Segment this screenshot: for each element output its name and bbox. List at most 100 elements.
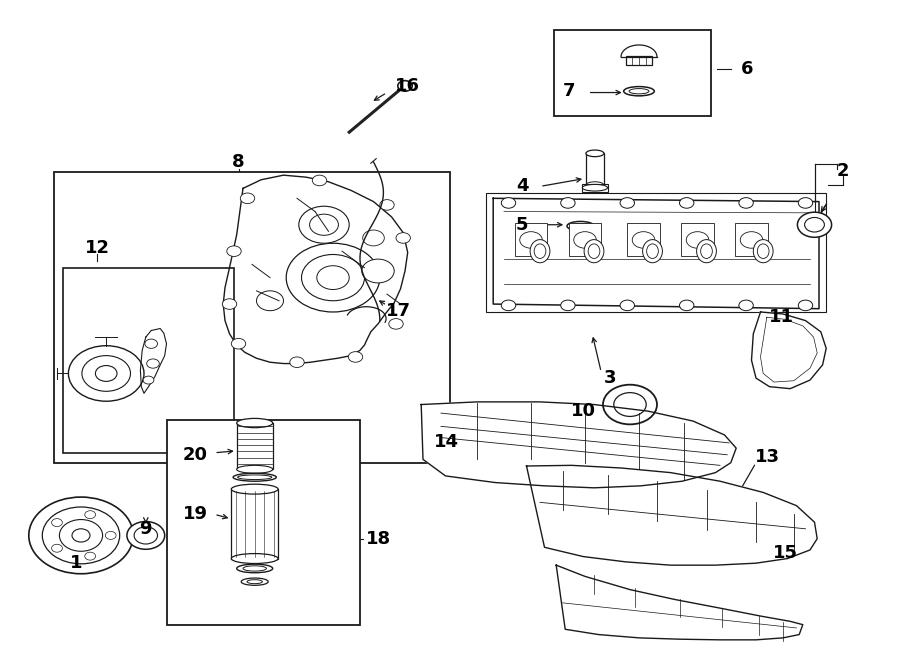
Circle shape	[398, 81, 412, 91]
Circle shape	[134, 527, 158, 544]
Circle shape	[363, 230, 384, 246]
Ellipse shape	[643, 240, 662, 262]
Circle shape	[614, 393, 646, 416]
Ellipse shape	[247, 580, 263, 584]
Bar	[515, 223, 547, 256]
Text: 15: 15	[773, 544, 798, 563]
Circle shape	[501, 198, 516, 208]
Bar	[627, 223, 660, 256]
Ellipse shape	[646, 244, 659, 258]
Text: 11: 11	[769, 308, 794, 327]
Bar	[166, 420, 360, 625]
Ellipse shape	[697, 240, 716, 262]
Circle shape	[317, 266, 349, 290]
Text: 13: 13	[755, 448, 780, 467]
Circle shape	[805, 217, 824, 232]
Text: 4: 4	[516, 177, 528, 196]
Circle shape	[222, 299, 237, 309]
Text: 12: 12	[85, 239, 110, 257]
Ellipse shape	[586, 150, 604, 157]
Polygon shape	[421, 402, 736, 488]
Bar	[586, 153, 604, 185]
Circle shape	[256, 291, 284, 311]
Circle shape	[127, 522, 165, 549]
Ellipse shape	[700, 244, 713, 258]
Ellipse shape	[584, 240, 604, 262]
Circle shape	[59, 520, 103, 551]
Text: 18: 18	[365, 529, 391, 548]
Ellipse shape	[237, 564, 273, 572]
Polygon shape	[526, 465, 817, 565]
Text: 10: 10	[571, 402, 596, 420]
Ellipse shape	[589, 244, 599, 258]
Circle shape	[82, 356, 130, 391]
Ellipse shape	[520, 231, 542, 248]
Circle shape	[362, 259, 394, 283]
Circle shape	[42, 507, 120, 564]
Circle shape	[147, 359, 159, 368]
Circle shape	[231, 338, 246, 349]
Circle shape	[389, 319, 403, 329]
Circle shape	[143, 376, 154, 384]
Ellipse shape	[574, 231, 596, 248]
Circle shape	[240, 193, 255, 204]
Text: 3: 3	[604, 369, 617, 387]
Circle shape	[312, 175, 327, 186]
Bar	[582, 184, 608, 192]
Bar	[554, 30, 711, 116]
Circle shape	[561, 198, 575, 208]
Circle shape	[680, 198, 694, 208]
Ellipse shape	[586, 182, 604, 188]
Polygon shape	[752, 312, 826, 389]
Bar	[231, 489, 278, 559]
Bar	[569, 223, 601, 256]
Circle shape	[85, 552, 95, 560]
Circle shape	[145, 339, 158, 348]
Text: 16: 16	[395, 77, 420, 95]
Circle shape	[620, 198, 634, 208]
Bar	[735, 223, 768, 256]
Text: 1: 1	[70, 554, 83, 572]
Circle shape	[68, 346, 144, 401]
Polygon shape	[556, 565, 803, 640]
Ellipse shape	[757, 244, 769, 258]
Polygon shape	[493, 198, 819, 309]
Bar	[237, 423, 273, 469]
Circle shape	[310, 214, 338, 235]
Circle shape	[95, 366, 117, 381]
Text: 7: 7	[562, 81, 575, 100]
Bar	[626, 56, 652, 65]
Ellipse shape	[686, 231, 709, 248]
Text: 14: 14	[434, 432, 459, 451]
Text: 2: 2	[837, 161, 850, 180]
Circle shape	[72, 529, 90, 542]
Circle shape	[348, 352, 363, 362]
Circle shape	[299, 206, 349, 243]
Text: 17: 17	[386, 301, 411, 320]
Circle shape	[51, 519, 62, 527]
Text: 5: 5	[516, 216, 528, 235]
Circle shape	[105, 531, 116, 539]
Text: 8: 8	[232, 153, 245, 171]
Ellipse shape	[632, 231, 655, 248]
Circle shape	[302, 254, 364, 301]
Ellipse shape	[567, 221, 594, 231]
Bar	[54, 172, 450, 463]
Text: 20: 20	[183, 446, 208, 464]
Ellipse shape	[237, 465, 273, 473]
Circle shape	[227, 246, 241, 256]
Ellipse shape	[530, 240, 550, 262]
Circle shape	[51, 544, 62, 552]
Circle shape	[561, 300, 575, 311]
Ellipse shape	[629, 89, 649, 94]
Text: 6: 6	[741, 60, 753, 79]
Circle shape	[29, 497, 133, 574]
Ellipse shape	[237, 418, 273, 428]
Ellipse shape	[624, 87, 654, 96]
Text: 9: 9	[140, 520, 152, 538]
Ellipse shape	[233, 473, 276, 481]
Circle shape	[798, 198, 813, 208]
Ellipse shape	[582, 184, 608, 191]
Circle shape	[380, 200, 394, 210]
Circle shape	[680, 300, 694, 311]
